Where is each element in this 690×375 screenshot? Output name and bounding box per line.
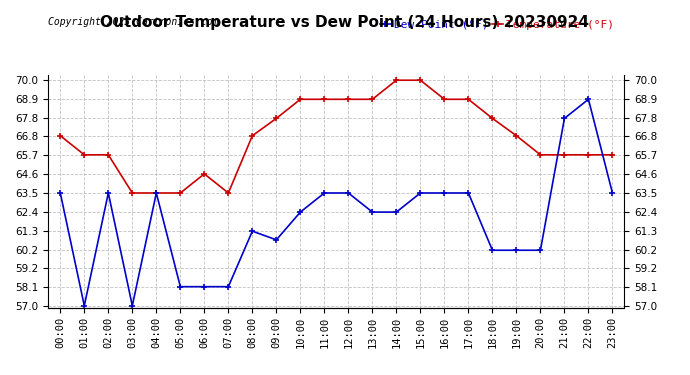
- Legend: Dew Point (°F), Temperature (°F): Dew Point (°F), Temperature (°F): [375, 15, 619, 34]
- Text: Copyright 2023 Cartronics.com: Copyright 2023 Cartronics.com: [48, 17, 219, 27]
- Text: Outdoor Temperature vs Dew Point (24 Hours) 20230924: Outdoor Temperature vs Dew Point (24 Hou…: [101, 15, 589, 30]
